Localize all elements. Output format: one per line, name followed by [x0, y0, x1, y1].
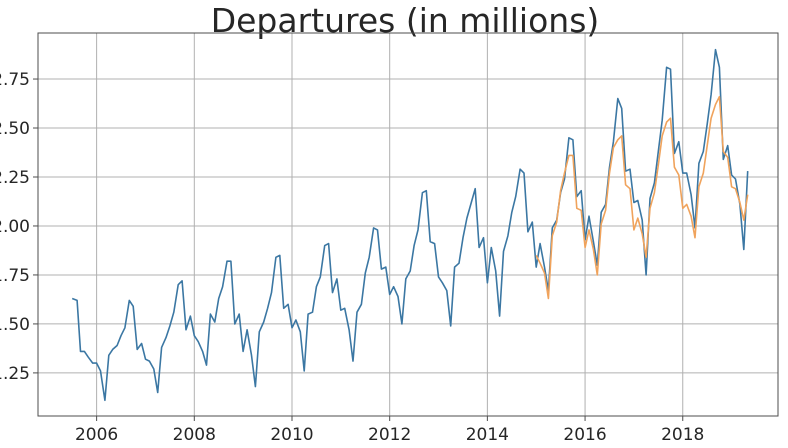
x-tick-label: 2010: [270, 425, 313, 445]
y-tick-label: 1.75: [0, 266, 30, 286]
axis-ticks: 2006 2008 2010 2012 2014 2016 2018 1.25 1.50 1.75…: [0, 70, 704, 445]
y-tick-label: 2.00: [0, 217, 30, 237]
data-series: [71, 48, 749, 402]
plot-area-frame: [37, 32, 779, 417]
series-line-1: [71, 48, 749, 402]
y-tick-label: 2.50: [0, 119, 30, 139]
x-tick-label: 2008: [173, 425, 216, 445]
y-tick-label: 2.25: [0, 168, 30, 188]
y-tick-label: 1.50: [0, 315, 30, 335]
x-tick-label: 2014: [466, 425, 509, 445]
series-line-2: [535, 95, 749, 300]
x-tick-label: 2012: [368, 425, 411, 445]
grid-lines: [38, 33, 778, 416]
chart-title: Departures (in millions): [211, 1, 600, 40]
y-tick-label: 2.75: [0, 70, 30, 90]
y-tick-label: 1.25: [0, 364, 30, 384]
x-tick-label: 2006: [75, 425, 118, 445]
x-tick-label: 2018: [661, 425, 704, 445]
x-tick-label: 2016: [563, 425, 606, 445]
